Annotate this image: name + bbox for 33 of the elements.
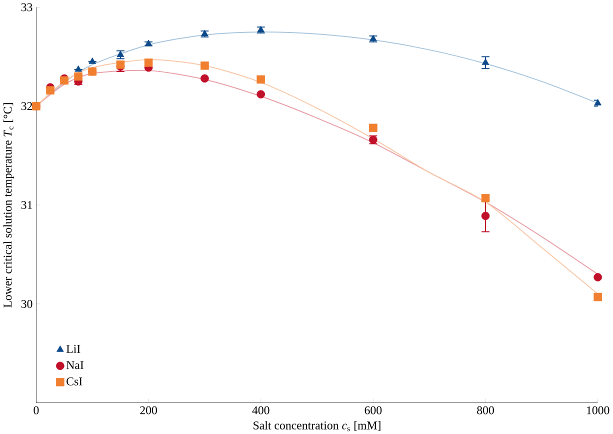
y-tick-label: 33 [21,3,32,12]
y-tick-label: 30 [21,300,32,308]
point [144,58,153,67]
x-axis-title: Salt concentration c$_{s}$ [mM] [254,420,380,431]
point [369,124,378,132]
x-tick-label: 400 [252,406,270,414]
x-tick-label: 600 [364,406,382,414]
x-tick-label: 200 [140,406,157,414]
y-tick-label: 32 [21,102,32,110]
y-axis-title: Lower critical solution temperature T$_{c}$ [°C] [3,102,14,308]
point [74,65,82,72]
point [144,39,152,46]
point [256,90,266,98]
point [594,98,602,106]
point [200,74,209,82]
point [256,75,266,84]
point [481,212,490,220]
point [594,292,602,301]
point [200,61,209,70]
legend-label: CsI [66,377,82,386]
x-tick-label: 800 [477,406,494,414]
legend-label: NaI [66,361,84,369]
point [116,50,124,57]
x-tick-label: 1000 [587,406,610,414]
y-tick-label: 31 [21,200,32,209]
x-tick-label: 0 [34,406,39,414]
legend-label: LiI [66,344,80,353]
point [594,272,602,282]
point [74,72,82,80]
point [88,57,96,64]
point [482,58,490,65]
point [46,86,54,94]
point [481,194,490,202]
